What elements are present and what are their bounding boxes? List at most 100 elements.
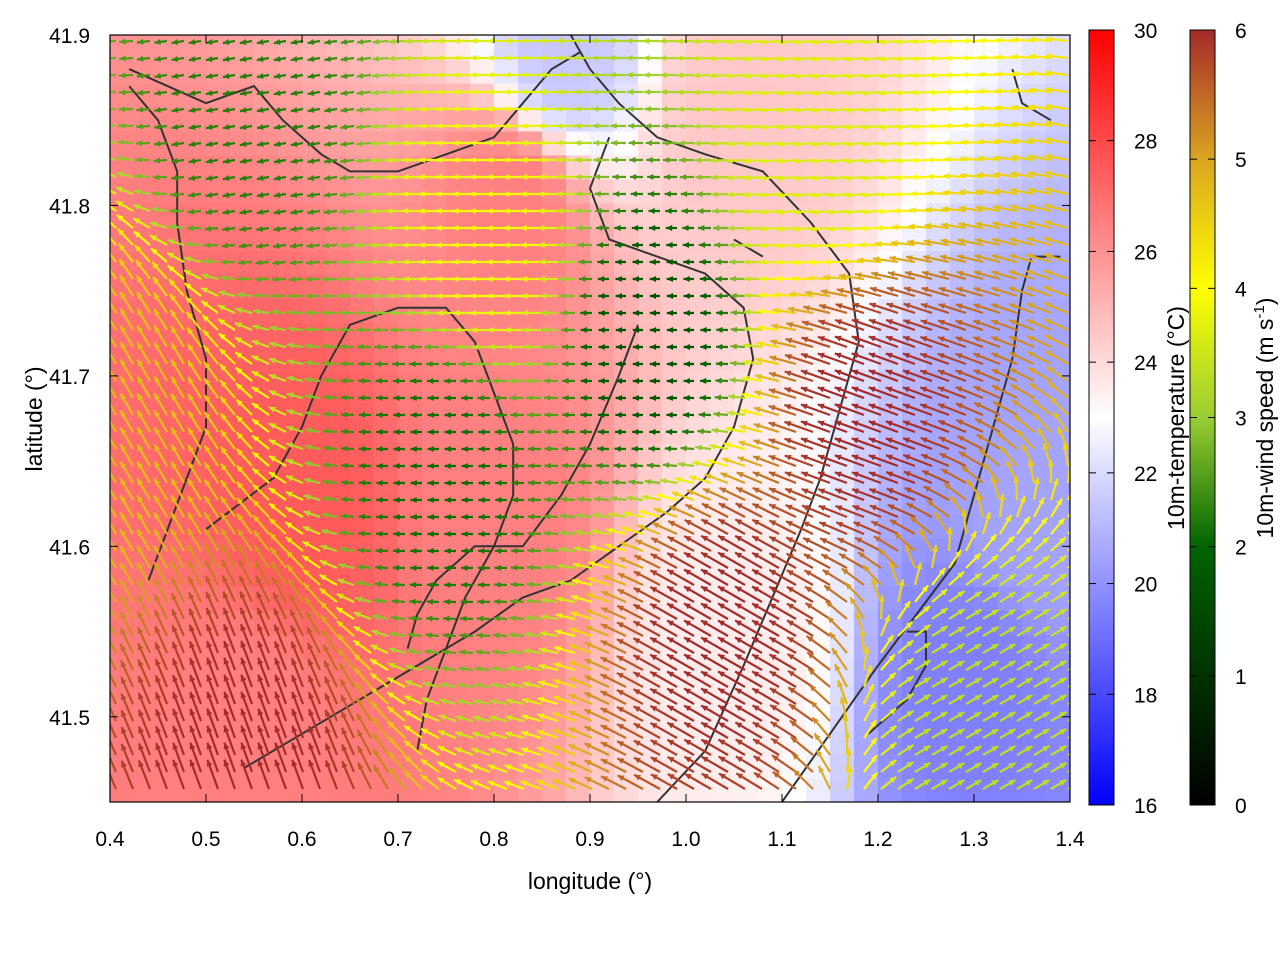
temperature-cell [158,154,183,180]
wind-vector [203,394,219,416]
wind-vector [149,221,168,230]
x-tick-label: 0.6 [287,828,316,851]
temperature-cell [518,322,543,348]
wind-vector [203,461,219,484]
wind-vector [115,200,134,212]
wind-vector [120,760,135,790]
wind-vector [239,90,253,97]
temperature-cell [326,634,351,659]
temperature-cell [302,202,327,228]
temperature-cell [398,490,423,515]
temperature-cell [398,58,423,84]
wind-vector [170,478,185,501]
wind-vector [119,611,134,637]
wind-vector [110,589,117,603]
wind-vector [219,479,236,501]
temperature-cell [158,466,183,492]
temperature-cell [230,202,255,228]
wind-vector [110,419,117,433]
temperature-cell [734,778,759,802]
wind-vector [136,341,151,365]
temperature-cell [206,322,231,348]
wind-vector [153,609,168,637]
temperature-cell [446,58,471,84]
temperature-cell [134,754,159,779]
temperature-cell [590,682,615,707]
wind-vector [204,225,219,232]
temperature-cell [158,346,183,372]
temperature-cell [398,202,423,228]
temperature-cell [206,154,231,180]
wind-vector [239,107,253,114]
temperature-cell [1046,754,1070,779]
wind-vector [171,123,185,130]
wind-vector [110,606,117,620]
wind-vectors [110,36,1070,791]
temperature-cell [806,154,831,180]
temperature-cell [374,202,399,228]
temperature-cell [158,35,183,60]
temperature-cell [374,778,399,802]
wind-vector [110,157,117,162]
temperature-cell [638,442,663,468]
temperature-cell [542,154,567,180]
wind-vector [119,528,134,552]
x-tick-label: 1.0 [671,828,700,851]
temperature-cell [590,35,615,60]
wind-vector [186,511,202,535]
temperature-cell [806,58,831,84]
temperature-cell [350,322,375,348]
wind-vector [188,607,203,637]
temperature-cell [446,586,471,611]
wind-vector [136,291,151,314]
wind-vector [200,300,219,314]
wind-vector [136,511,151,535]
temperature-cell [854,370,879,396]
temperature-cell [710,178,735,204]
temperature-cell [926,442,951,468]
temperature-cell [1022,706,1047,731]
temperature-cell [398,442,423,468]
x-tick-label: 0.4 [95,828,125,851]
temperature-cell [614,226,639,252]
temperature-cell [638,58,663,84]
temperature-cell [1046,634,1070,659]
wind-vector [223,657,237,688]
temperature-cell [494,202,519,228]
wind-vector [187,461,202,484]
temperature-cell [734,202,759,228]
temperature-cell [950,35,975,60]
temperature-cell [230,58,255,84]
wind-vector [110,73,117,77]
temperature-cell [206,202,231,228]
wind-vector [223,742,237,773]
temperature-cell [782,35,807,60]
wind-vector [188,157,202,164]
wind-vector [184,256,202,264]
wind-vector [154,55,168,62]
wind-vector [172,691,186,722]
temperature-cell [494,298,519,324]
wind-vector [110,39,117,43]
temperature-cell [662,610,687,635]
wind-vector [222,158,236,165]
temperature-cell [158,322,183,348]
temperature-cell [662,298,687,324]
temperature-cell [446,346,471,372]
x-axis-title: longitude (°) [528,868,652,894]
wind-vector [152,190,168,197]
x-tick-label: 1.1 [767,828,796,851]
wind-vector [171,641,186,671]
wind-vector [200,286,219,297]
wind-vector [110,402,117,416]
temperature-cell [350,586,375,611]
wind-vector [203,242,219,249]
wind-vector [218,332,236,348]
wind-vector [222,623,237,654]
wind-vector [205,107,219,114]
wind-vector [110,334,117,348]
wind-vector [136,528,151,552]
wind-vector [203,411,219,433]
temperature-cell [278,154,303,180]
temperature-cell [470,442,495,468]
